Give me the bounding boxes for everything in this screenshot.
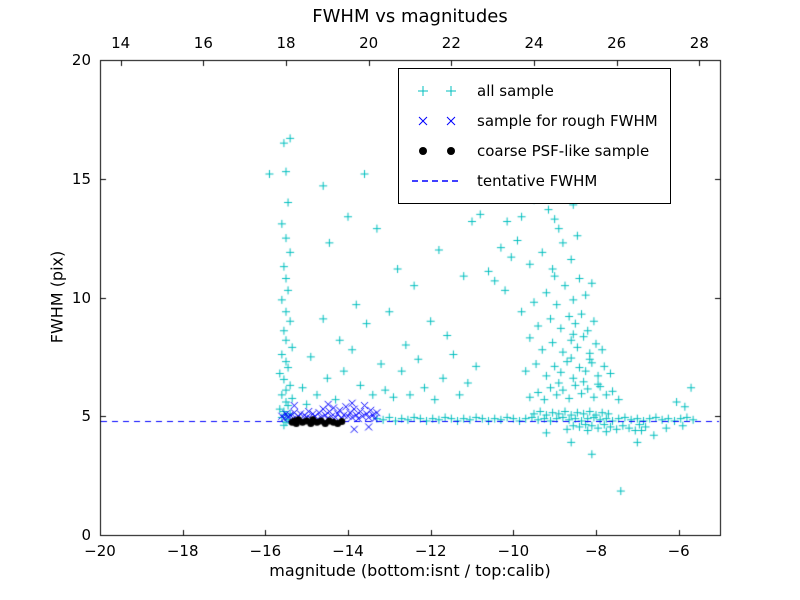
y-axis-label: FWHM (pix) — [47, 250, 67, 344]
legend-label-all-sample: all sample — [477, 82, 554, 100]
legend-item-rough-fwhm: sample for rough FWHM — [409, 106, 658, 136]
legend-label-coarse-psf: coarse PSF-like sample — [477, 142, 650, 160]
legend-item-coarse-psf: coarse PSF-like sample — [409, 136, 658, 166]
x-axis-label: magnitude (bottom:isnt / top:calib) — [269, 561, 551, 580]
legend-item-all-sample: all sample — [409, 76, 658, 106]
dashed-line-icon — [412, 180, 462, 182]
legend: all sample sample for rough FWHM coarse … — [398, 68, 671, 204]
x-marker-icon — [418, 116, 456, 126]
legend-label-rough-fwhm: sample for rough FWHM — [477, 112, 658, 130]
plus-marker-icon — [418, 86, 456, 96]
legend-item-tentative-fwhm: tentative FWHM — [409, 166, 658, 196]
legend-label-tentative-fwhm: tentative FWHM — [477, 172, 598, 190]
chart-title: FWHM vs magnitudes — [312, 6, 508, 27]
dot-marker-icon — [419, 147, 455, 155]
